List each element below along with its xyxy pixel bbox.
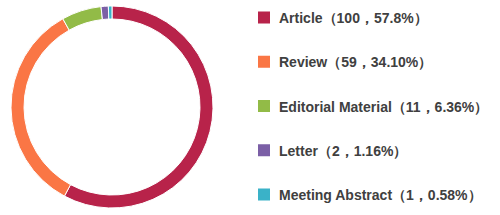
legend-label: Letter（2，1.16%） (279, 143, 407, 159)
chart: Article（100，57.8%） Review（59，34.10%） Edito… (0, 0, 500, 215)
legend: Article（100，57.8%） Review（59，34.10%） Edito… (258, 10, 488, 203)
donut-slice (11, 19, 71, 196)
donut (11, 6, 213, 208)
legend-label: Article（100，57.8%） (279, 10, 428, 26)
legend-swatch (258, 56, 270, 68)
legend-label: Meeting Abstract（1，0.58%） (279, 187, 482, 203)
donut-slice (64, 6, 213, 208)
donut-slice (101, 6, 109, 19)
legend-item: Article（100，57.8%） (258, 10, 428, 26)
legend-item: Editorial Material（11，6.36%） (258, 99, 488, 115)
legend-label: Review（59，34.10%） (279, 54, 432, 70)
legend-swatch (258, 144, 270, 156)
legend-swatch (258, 189, 270, 201)
legend-item: Meeting Abstract（1，0.58%） (258, 187, 482, 203)
legend-swatch (258, 100, 270, 112)
legend-label: Editorial Material（11，6.36%） (279, 99, 488, 115)
donut-slice (108, 6, 112, 19)
legend-item: Review（59，34.10%） (258, 54, 432, 70)
legend-swatch (258, 12, 270, 24)
donut-slice (63, 7, 103, 31)
legend-item: Letter（2，1.16%） (258, 143, 407, 159)
